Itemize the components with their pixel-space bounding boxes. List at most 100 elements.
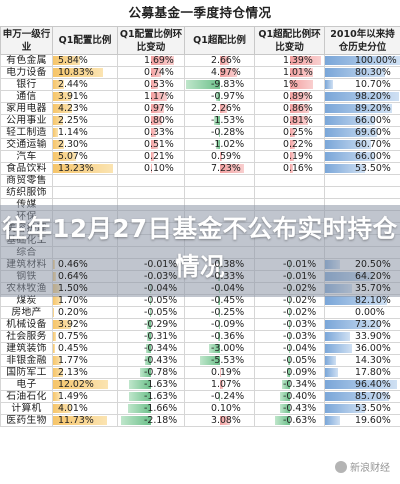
value-bar [219, 56, 229, 65]
pct-cell: 66.00% [324, 114, 400, 127]
cell-value: -0.04% [211, 283, 245, 294]
q1-cell: 2.30% [52, 138, 118, 151]
value-bar [218, 392, 220, 401]
q1-chg-cell: 1.17% [117, 90, 185, 103]
cell-value: -0.24% [211, 391, 245, 402]
value-bar [53, 308, 54, 317]
industry-cell: 建筑装饰 [0, 342, 53, 355]
cell-value: 82.10% [355, 295, 391, 306]
ov-chg-cell: -0.01% [254, 258, 325, 271]
ov-chg-cell [254, 174, 325, 187]
q1-cell: 12.02% [52, 378, 118, 391]
table-row: 农林牧渔1.50%-0.04%-0.04%-0.02%35.70% [0, 282, 400, 295]
cell-value: -0.33% [211, 271, 245, 282]
value-bar [53, 392, 60, 401]
value-bar [53, 320, 71, 329]
cell-value: 0.53% [144, 79, 174, 90]
pct-cell: 20.50% [324, 258, 400, 271]
value-bar [53, 116, 64, 125]
value-bar [53, 332, 57, 341]
pct-cell: 89.20% [324, 102, 400, 115]
cell-value: 0.74% [144, 67, 174, 78]
cell-value: 0.46% [58, 259, 88, 270]
value-bar [289, 56, 322, 65]
cell-value: 10.83% [58, 67, 94, 78]
table-row: 石油石化 1.49% -1.63% -0.24% -0.40% 85.70% [0, 390, 400, 403]
table-row: 房地产 0.20% -0.05% -0.25% -0.02% 0.00% [0, 306, 400, 319]
cell-value: 0.86% [283, 103, 313, 114]
ov-chg-cell: 0.19% [254, 150, 325, 163]
value-bar [288, 356, 290, 365]
cell-value: 0.25% [283, 127, 313, 138]
cell-value: 0.81% [283, 115, 313, 126]
industry-cell: 银行 [0, 78, 53, 91]
value-bar [151, 140, 158, 149]
cell-value: -1.66% [144, 403, 178, 414]
table-row: 交通运输 2.30% 0.51% -1.02% 0.22% 60.70% [0, 138, 400, 151]
pct-cell: 98.20% [324, 90, 400, 103]
value-bar [53, 368, 63, 377]
ov-chg-cell: 1% [254, 78, 325, 91]
ov-cell [184, 174, 255, 187]
table-row: 煤炭 1.70% -0.05% -0.45% -0.02% 82.10% [0, 294, 400, 307]
header-history-percentile: 2010年以来持仓历史分位 [324, 26, 400, 55]
cell-value [326, 248, 356, 258]
value-bar [151, 104, 165, 113]
value-bar [216, 92, 220, 101]
value-bar [289, 104, 310, 113]
ov-cell: 0.19% [184, 366, 255, 379]
pct-cell: 82.10% [324, 294, 400, 307]
value-bar [145, 356, 151, 365]
table-row: 电子 12.02% -1.63% 1.07% -0.34% 96.40% [0, 378, 400, 391]
cell-value: -0.01% [144, 259, 178, 270]
industry-cell: 汽车 [0, 150, 53, 163]
ov-chg-cell: -0.40% [254, 390, 325, 403]
table-row: 电力设备 10.83% 0.74% 4.97% 1.01% 80.30% [0, 66, 400, 79]
ov-chg-cell: 0.25% [254, 126, 325, 139]
q1-chg-cell: 0.21% [117, 150, 185, 163]
cell-value: 11.73% [58, 415, 94, 426]
cell-value: 0.16% [283, 163, 313, 174]
cell-value: 17.80% [355, 367, 391, 378]
ov-chg-cell: -0.63% [254, 414, 325, 427]
q1-cell [52, 174, 118, 187]
cell-value: -1.63% [144, 391, 178, 402]
cell-value: 0.19% [283, 151, 313, 162]
pct-cell: 85.70% [324, 390, 400, 403]
cell-value: 2.13% [58, 367, 88, 378]
table-row: 医药生物 11.73% -2.18% 3.08% -0.63% 19.60% [0, 414, 400, 427]
ov-chg-cell: -0.02% [254, 306, 325, 319]
table-row: 计算机 4.01% -1.66% 0.10% -0.43% 53.50% [0, 402, 400, 415]
cell-value: -0.34% [283, 379, 317, 390]
cell-value: 1.01% [283, 67, 313, 78]
industry-cell: 房地产 [0, 306, 53, 319]
q1-chg-cell: 0.33% [117, 126, 185, 139]
cell-value: 5.07% [58, 151, 88, 162]
value-bar [289, 68, 313, 77]
value-bar [219, 164, 245, 173]
q1-cell: 5.84% [52, 54, 118, 67]
table-row: 家用电器 4.23% 0.97% 2.26% 0.86% 89.20% [0, 102, 400, 115]
cell-value: 0.20% [58, 307, 88, 318]
pct-cell: 64.20% [324, 270, 400, 283]
ov-chg-cell: -0.43% [254, 402, 325, 415]
value-bar [53, 140, 64, 149]
ov-cell: -0.97% [184, 90, 255, 103]
cell-value: 2.44% [58, 79, 88, 90]
ov-chg-cell: -0.34% [254, 378, 325, 391]
pct-cell: 17.80% [324, 366, 400, 379]
q1-chg-cell [117, 174, 185, 187]
cell-value: 0.19% [211, 367, 241, 378]
cell-value: 1.50% [58, 283, 88, 294]
cell-value: 4.97% [211, 67, 241, 78]
value-bar [325, 356, 336, 365]
ov-chg-cell: -0.03% [254, 330, 325, 343]
value-bar [53, 416, 107, 425]
cell-value: 73.20% [355, 319, 391, 330]
cell-value: -0.03% [144, 271, 178, 282]
value-bar [325, 140, 371, 149]
ov-chg-cell: -0.01% [254, 270, 325, 283]
value-bar [325, 332, 351, 341]
ov-cell: -0.09% [184, 318, 255, 331]
industry-cell: 通信 [0, 90, 53, 103]
